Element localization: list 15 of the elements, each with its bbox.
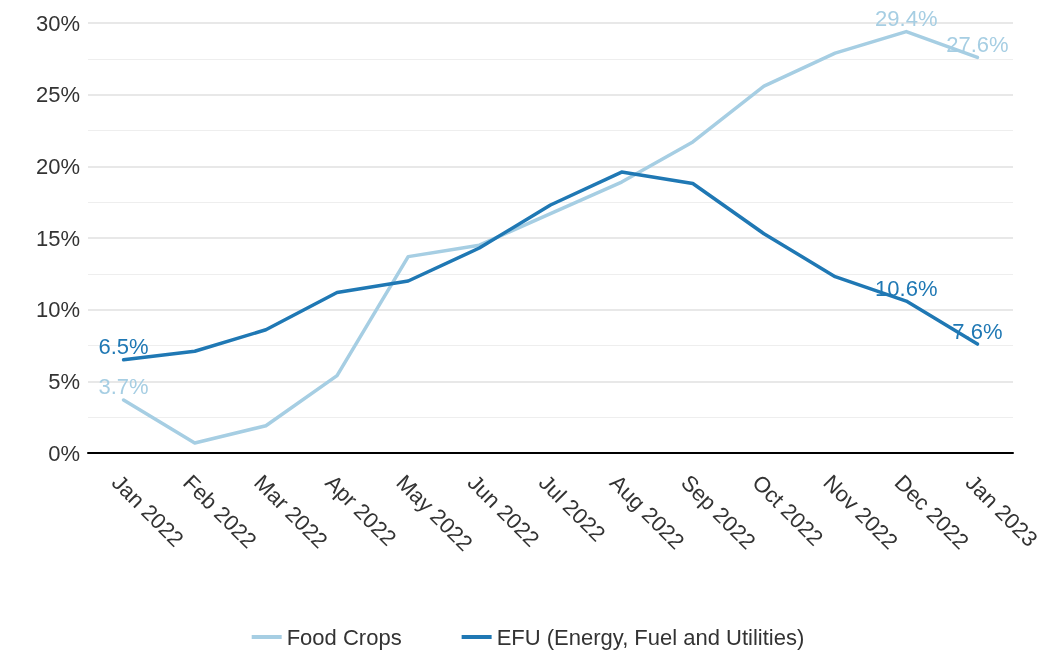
y-tick-label: 10%: [35, 297, 80, 323]
data-label: 29.4%: [875, 6, 938, 32]
data-label: 3.7%: [98, 374, 149, 400]
y-tick-label: 5%: [48, 368, 80, 394]
legend-label: Food Crops: [286, 624, 402, 650]
data-label: 7.6%: [952, 318, 1003, 344]
data-label: 10.6%: [875, 275, 938, 301]
y-tick-label: 0%: [48, 440, 80, 466]
y-tick-label: 25%: [35, 82, 80, 108]
legend-label: EFU (Energy, Fuel and Utilities): [496, 624, 805, 650]
y-tick-label: 20%: [35, 153, 80, 179]
data-label: 27.6%: [946, 31, 1009, 57]
y-tick-label: 15%: [35, 225, 80, 251]
data-label: 6.5%: [98, 334, 149, 360]
y-tick-label: 30%: [35, 10, 80, 36]
